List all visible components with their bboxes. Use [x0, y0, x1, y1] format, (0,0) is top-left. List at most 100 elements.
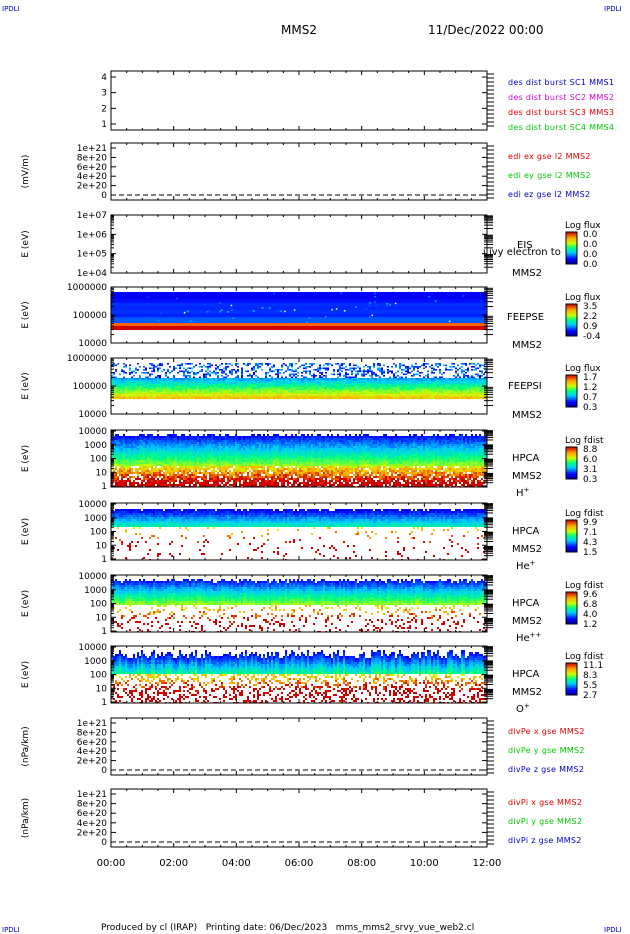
y-tick-label: 10000 — [78, 427, 107, 437]
colorbar-title: Log fdist — [565, 509, 604, 519]
x-tick-label: 12:00 — [473, 858, 502, 869]
y-tick-label: 10 — [96, 613, 108, 623]
y-tick-label: 10 — [96, 468, 108, 478]
spectrogram — [111, 650, 487, 703]
panel-frame — [110, 70, 488, 131]
colorbar-tick-label: 7.1 — [583, 528, 597, 538]
colorbar-tick-label: 1.2 — [583, 383, 597, 393]
spectrogram — [111, 434, 487, 487]
y-tick-label: 1000000 — [67, 283, 107, 293]
y-tick-label: 2e+20 — [77, 757, 108, 767]
y-tick-label: 0 — [101, 838, 107, 848]
colorbar-title: Log fdist — [565, 652, 604, 662]
y-tick-label: 8e+20 — [77, 800, 108, 810]
y-tick-label: 4e+20 — [77, 819, 108, 829]
spectrogram — [111, 292, 487, 330]
colorbar-title: Log flux — [565, 293, 601, 303]
colorbar-tick-label: 11.1 — [583, 661, 603, 671]
colorbar — [565, 591, 578, 625]
colorbar-tick-label: 0.9 — [583, 322, 598, 332]
legend-entry: edi ez gse l2 MMS2 — [508, 190, 590, 199]
y-tick-label: 1e+07 — [77, 211, 107, 221]
colorbar-title: Log fdist — [565, 436, 604, 446]
colorbar-tick-label: 0.3 — [583, 475, 597, 485]
corner-label-bottom-left: IPDLI — [2, 926, 20, 934]
y-tick-label: 2e+20 — [77, 182, 108, 192]
x-tick-label: 02:00 — [159, 858, 188, 869]
y-tick-label: 1 — [101, 555, 107, 565]
y-tick-label: 2e+20 — [77, 828, 108, 838]
spacecraft-label: MMS2 — [512, 616, 542, 627]
y-tick-label: 1 — [101, 482, 107, 492]
colorbar-tick-label: 6.8 — [583, 600, 598, 610]
legend-entry: divPe y gse MMS2 — [508, 746, 585, 755]
colorbar-tick-label: 8.8 — [583, 445, 598, 455]
instrument-label: EIS — [517, 240, 533, 251]
y-tick-label: 100000 — [73, 382, 108, 392]
colorbar — [565, 662, 578, 696]
y-tick-label: 1 — [101, 120, 107, 130]
instrument-label: HPCA — [512, 669, 540, 680]
species-label: He++ — [516, 631, 542, 644]
panel-frame — [110, 788, 488, 848]
spacecraft-label: MMS2 — [512, 471, 542, 482]
x-tick-label: 06:00 — [285, 858, 314, 869]
y-tick-label: 8e+20 — [77, 728, 108, 738]
y-axis-label: E (eV) — [21, 372, 31, 399]
legend-entry: edi ex gse l2 MMS2 — [508, 152, 591, 161]
corner-label-top-right: IPDLI — [604, 5, 622, 13]
y-tick-label: 100 — [90, 671, 107, 681]
legend-entry: divPe x gse MMS2 — [508, 727, 585, 736]
panel-frame — [110, 717, 488, 776]
footer-text: Produced by cl (IRAP) Printing date: 06/… — [101, 923, 474, 933]
x-tick-label: 08:00 — [347, 858, 376, 869]
panel-frame — [110, 142, 488, 201]
y-tick-label: 6e+20 — [77, 738, 108, 748]
colorbar — [565, 374, 578, 408]
colorbar-tick-label: 2.2 — [583, 312, 597, 322]
y-tick-label: 10000 — [78, 410, 107, 420]
y-axis-label: (nPa/km) — [21, 726, 31, 766]
y-tick-label: 3 — [101, 89, 107, 99]
colorbar — [565, 231, 578, 265]
y-tick-label: 100000 — [73, 311, 108, 321]
y-tick-label: 1e+21 — [77, 790, 107, 800]
instrument-label: HPCA — [512, 598, 540, 609]
colorbar-tick-label: -0.4 — [583, 332, 601, 342]
legend-entry: des dist burst SC4 MMS4 — [508, 123, 614, 132]
y-axis-label: E (eV) — [21, 445, 31, 472]
legend-entry: divPe z gse MMS2 — [508, 765, 584, 774]
colorbar-tick-label: 0.0 — [583, 240, 598, 250]
y-tick-label: 100 — [90, 528, 107, 538]
colorbar-tick-label: 4.3 — [583, 538, 597, 548]
y-axis-label: E (eV) — [21, 590, 31, 617]
colorbar-tick-label: 3.1 — [583, 465, 597, 475]
overlay-label: i ivy electron to — [483, 247, 561, 258]
y-tick-label: 2 — [101, 104, 107, 114]
y-tick-label: 100 — [90, 455, 107, 465]
corner-label-bottom-right: IPDLI — [604, 926, 622, 934]
colorbar-tick-label: 5.5 — [583, 681, 597, 691]
legend-entry: divPi z gse MMS2 — [508, 836, 582, 845]
instrument-label: HPCA — [512, 526, 540, 537]
spacecraft-label: MMS2 — [512, 544, 542, 555]
colorbar — [565, 303, 578, 337]
y-tick-label: 1 — [101, 698, 107, 708]
panel-frame — [110, 214, 488, 274]
colorbar-tick-label: 0.0 — [583, 260, 598, 270]
colorbar — [565, 446, 578, 480]
y-tick-label: 10000 — [78, 500, 107, 510]
colorbar-tick-label: 2.7 — [583, 691, 597, 701]
y-axis-label: E (eV) — [21, 661, 31, 688]
x-tick-label: 04:00 — [222, 858, 251, 869]
instrument-label: FEEPSE — [507, 312, 544, 323]
colorbar-tick-label: 3.5 — [583, 302, 597, 312]
plot-spacecraft: MMS2 — [281, 23, 317, 37]
colorbar-tick-label: 0.0 — [583, 250, 598, 260]
instrument-label: FEEPSI — [508, 381, 542, 392]
y-tick-label: 0 — [101, 191, 107, 201]
y-tick-label: 100 — [90, 600, 107, 610]
y-tick-label: 1000 — [84, 586, 107, 596]
